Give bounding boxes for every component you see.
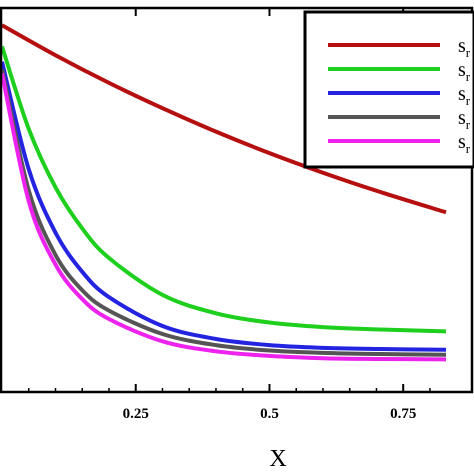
series-line-3 [0,61,447,352]
series-layer [0,23,447,362]
x-tick-label-1: 0.25 [123,406,149,422]
axis-layer: 0.25 0.5 0.75 [0,6,474,422]
plot-frame [0,6,474,394]
legend-box [303,10,474,169]
legend-entry-4: sr [458,107,471,132]
legend-entry-2: sr [458,59,471,84]
series-line-2 [0,45,447,334]
legend-entry-1: sr [458,35,471,60]
series-line-5 [0,72,447,362]
series-line-4 [0,69,447,357]
x-tick-label-3: 0.75 [390,406,416,422]
x-axis-label: X [269,446,286,472]
legend-entry-5: sr [458,131,471,156]
series-line-1 [1,23,447,215]
x-tick-label-2: 0.5 [260,406,279,422]
legend-entry-3: sr [458,83,471,108]
